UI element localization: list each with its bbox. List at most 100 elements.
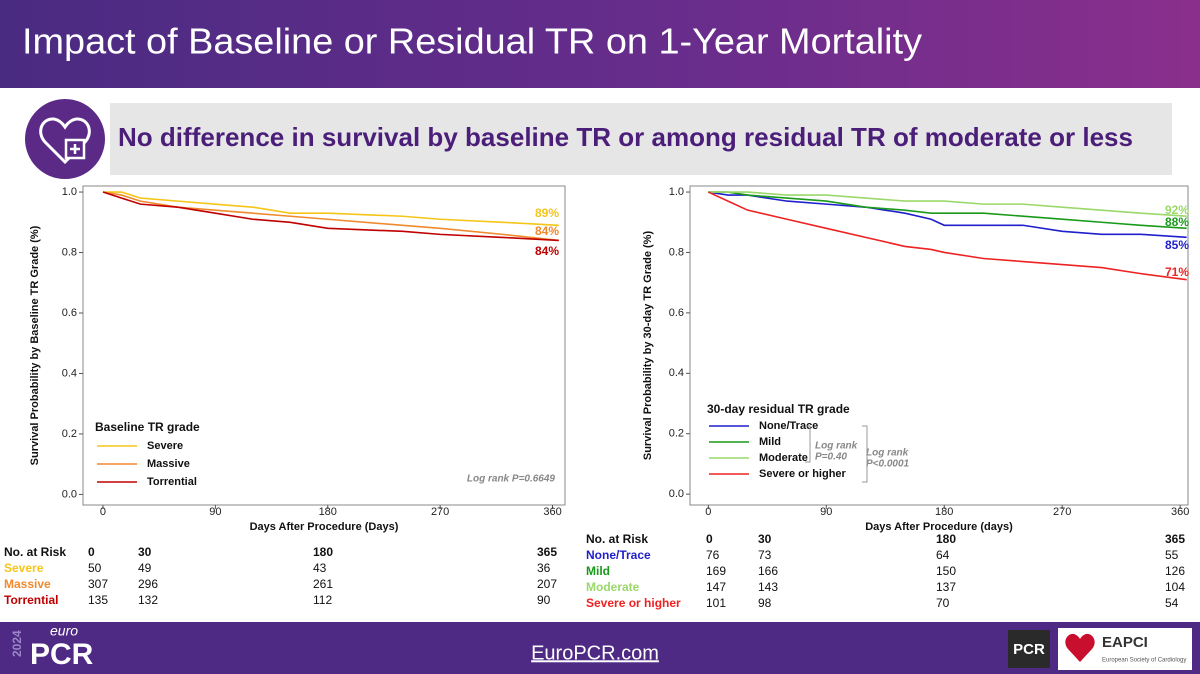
x-tick-label: 180 [935, 506, 953, 518]
risk-count: 307 [88, 577, 108, 591]
risk-count: 36 [537, 561, 551, 575]
end-label: 84% [535, 244, 559, 258]
eapci-text: EAPCI [1102, 634, 1148, 651]
y-tick-label: 0.0 [669, 488, 684, 500]
x-axis-label: Days After Procedure (days) [865, 521, 1013, 533]
risk-count: 104 [1165, 580, 1185, 594]
risk-time: 0 [88, 545, 95, 559]
y-tick-label: 0.8 [669, 246, 684, 258]
pcr-logo-text: PCR [1013, 641, 1045, 658]
heart-icon [39, 117, 91, 165]
survival-curve [102, 191, 559, 242]
risk-count: 43 [313, 561, 327, 575]
annotation: Log rank [866, 448, 909, 459]
header-bar [0, 0, 1200, 88]
risk-count: 150 [936, 564, 956, 578]
legend-label: Moderate [759, 452, 808, 464]
legend-label: Torrential [147, 476, 197, 488]
y-tick-label: 0.6 [669, 307, 684, 319]
y-tick-label: 0.4 [669, 367, 684, 379]
risk-count: 49 [138, 561, 152, 575]
risk-count: 50 [88, 561, 102, 575]
x-tick-label: 360 [1171, 506, 1189, 518]
legend-label: Massive [147, 458, 190, 470]
survival-curve [102, 191, 559, 242]
end-label: 89% [535, 206, 559, 220]
risk-count: 70 [936, 596, 950, 610]
risk-count: 54 [1165, 596, 1179, 610]
banner [110, 103, 1172, 175]
x-tick-label: 180 [319, 506, 337, 518]
y-tick-label: 0.6 [62, 307, 77, 319]
risk-count: 55 [1165, 548, 1179, 562]
risk-row-name: Severe [4, 561, 44, 575]
footer-year: 2024 [10, 630, 24, 657]
risk-count: 207 [537, 577, 557, 591]
risk-row-name: Torrential [4, 593, 58, 607]
legend-label: None/Trace [759, 420, 818, 432]
x-tick-label: 360 [543, 506, 561, 518]
risk-count: 112 [313, 593, 332, 607]
plus-sign [70, 144, 80, 154]
legend-title: 30-day residual TR grade [707, 402, 850, 416]
risk-row-name: Moderate [586, 580, 640, 594]
footer-euro: euro [50, 623, 78, 639]
risk-time: 30 [138, 545, 152, 559]
end-label: 88% [1165, 215, 1189, 229]
risk-count: 166 [758, 564, 778, 578]
risk-time: 0 [706, 532, 713, 546]
risk-time: 180 [936, 532, 956, 546]
pcr-logo [1008, 630, 1050, 668]
risk-row-name: Severe or higher [586, 596, 681, 610]
risk-row-name: Massive [4, 577, 51, 591]
legend-label: Severe or higher [759, 468, 847, 480]
footer-bar [0, 622, 1200, 674]
banner-text: No difference in survival by baseline TR… [118, 122, 1133, 152]
eapci-heart [1065, 633, 1095, 662]
risk-count: 143 [758, 580, 778, 594]
annotation: P=0.40 [815, 452, 847, 463]
risk-header: No. at Risk [586, 532, 648, 546]
footer-site: EuroPCR.com [531, 642, 659, 664]
y-tick-label: 0.2 [62, 428, 77, 440]
y-axis-label: Survival Probability by 30-day TR Grade … [642, 231, 654, 461]
risk-time: 365 [537, 545, 557, 559]
risk-time: 180 [313, 545, 333, 559]
survival-curve [708, 191, 1187, 239]
x-tick-label: 0 [100, 506, 106, 518]
annotation: Log rank [815, 441, 858, 452]
risk-count: 296 [138, 577, 158, 591]
risk-count: 126 [1165, 564, 1185, 578]
bracket [862, 425, 868, 483]
x-tick-label: 0 [705, 506, 711, 518]
risk-count: 98 [758, 596, 772, 610]
risk-time: 365 [1165, 532, 1185, 546]
y-tick-label: 1.0 [669, 186, 684, 198]
risk-count: 76 [706, 548, 720, 562]
end-label: 85% [1165, 238, 1189, 252]
x-tick-label: 270 [1053, 506, 1071, 518]
risk-row-name: None/Trace [586, 548, 651, 562]
x-axis-label: Days After Procedure (Days) [250, 521, 399, 533]
legend-title: Baseline TR grade [95, 420, 200, 434]
risk-row-name: Mild [586, 564, 610, 578]
survival-curve [708, 191, 1187, 230]
x-tick-label: 90 [820, 506, 832, 518]
risk-header: No. at Risk [4, 545, 66, 559]
y-axis-label: Survival Probability by Baseline TR Grad… [29, 225, 41, 465]
annotation: P<0.0001 [866, 459, 910, 470]
y-tick-label: 0.0 [62, 488, 77, 500]
plot-frame [82, 185, 566, 506]
x-tick-label: 270 [431, 506, 449, 518]
risk-count: 135 [88, 593, 108, 607]
risk-count: 101 [706, 596, 726, 610]
y-tick-label: 0.2 [669, 428, 684, 440]
y-tick-label: 0.8 [62, 246, 77, 258]
end-label: 92% [1165, 203, 1189, 217]
plot-frame [689, 185, 1189, 506]
y-tick-label: 0.4 [62, 367, 77, 379]
end-label: 71% [1165, 265, 1189, 279]
annotation: Log rank P=0.6649 [467, 474, 556, 485]
